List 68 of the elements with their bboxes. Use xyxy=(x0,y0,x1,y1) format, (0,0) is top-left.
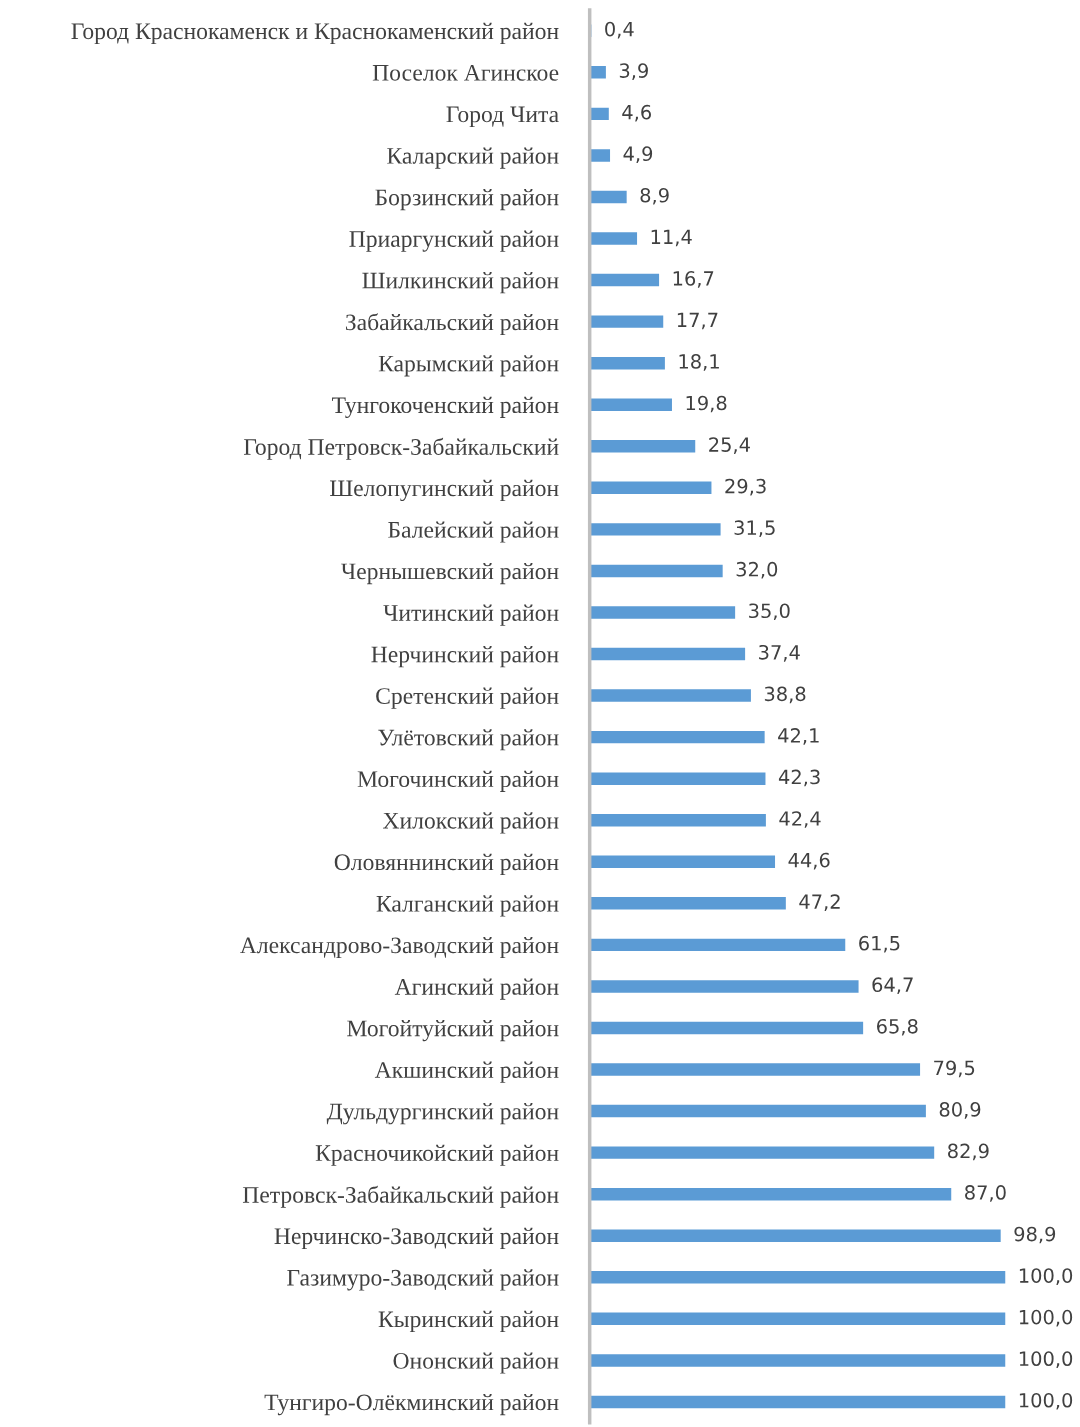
y-tick-label: Акшинский район xyxy=(374,1061,559,1083)
y-tick-label: Могойтуйский район xyxy=(347,1019,559,1042)
data-label: 42,4 xyxy=(779,811,821,828)
y-tick-label: Сретенский район xyxy=(376,687,559,709)
y-tick-label: Кыринский район xyxy=(378,1310,559,1333)
data-label: 19,8 xyxy=(686,395,727,413)
y-tick-label: Борзинский район xyxy=(375,189,559,211)
data-label: 100,0 xyxy=(1019,1392,1073,1410)
data-label: 80,9 xyxy=(939,1102,981,1119)
data-label: 0,4 xyxy=(605,21,634,39)
y-tick-label: Ононский район xyxy=(393,1352,559,1374)
data-label: 11,4 xyxy=(651,229,692,247)
data-label: 31,5 xyxy=(734,520,775,537)
data-label: 29,3 xyxy=(725,478,766,496)
y-tick-label: Нерчинский район xyxy=(371,646,559,668)
y-tick-label: Тунгиро-Олёкминский район xyxy=(264,1393,559,1416)
data-label: 64,7 xyxy=(872,977,913,995)
data-label: 38,8 xyxy=(764,686,806,704)
y-tick-label: Газимуро-Заводский район xyxy=(287,1269,559,1291)
data-label: 65,8 xyxy=(876,1018,918,1036)
y-tick-label: Агинский район xyxy=(394,978,559,1000)
data-label: 17,7 xyxy=(677,312,718,330)
y-tick-label: Калганский район xyxy=(376,895,559,917)
data-label: 18,1 xyxy=(679,354,719,371)
data-label: 61,5 xyxy=(859,935,900,953)
y-tick-label: Читинский район xyxy=(383,604,559,626)
data-label: 47,2 xyxy=(799,894,840,911)
data-label: 42,1 xyxy=(778,728,819,745)
y-tick-label: Улётовский район xyxy=(378,729,559,751)
data-label: 32,0 xyxy=(736,561,778,579)
data-label: 42,3 xyxy=(778,769,820,787)
y-tick-label: Дульдургинский район xyxy=(326,1103,559,1125)
y-tick-label: Могочинский район xyxy=(357,770,559,792)
y-tick-label: Приаргунский район xyxy=(349,230,559,252)
data-label: 35,0 xyxy=(749,603,790,621)
data-label: 4,6 xyxy=(622,104,651,122)
data-label: 4,9 xyxy=(623,146,653,164)
data-label: 3,9 xyxy=(619,63,648,80)
y-tick-label: Чернышевский район xyxy=(341,562,559,585)
data-label: 8,9 xyxy=(640,187,669,205)
y-tick-label: Город Чита xyxy=(446,106,559,128)
y-tick-label: Поселок Агинское xyxy=(372,64,559,81)
data-label: 37,4 xyxy=(759,644,800,662)
y-tick-label: Нерчинско-Заводский район xyxy=(274,1227,559,1249)
data-label: 44,6 xyxy=(788,852,830,870)
data-label: 98,9 xyxy=(1014,1226,1056,1244)
y-tick-label: Карымский район xyxy=(378,355,559,377)
data-label: 100,0 xyxy=(1019,1268,1073,1285)
data-label: 100,0 xyxy=(1019,1309,1073,1327)
y-tick-label: Забайкальский район xyxy=(345,313,559,336)
y-tick-label: Шелопугинский район xyxy=(330,479,559,502)
data-label: 79,5 xyxy=(934,1060,975,1078)
y-tick-label: Каларский район xyxy=(387,147,559,169)
data-label: 82,9 xyxy=(948,1143,989,1161)
y-tick-label: Оловяннинский район xyxy=(334,853,559,875)
y-tick-label: Петровск-Забайкальский район xyxy=(242,1185,559,1208)
y-tick-label: Шилкинский район xyxy=(362,272,559,294)
y-tick-label: Город Петровск-Забайкальский xyxy=(243,437,559,460)
data-label: 87,0 xyxy=(965,1185,1006,1202)
y-tick-label: Город Краснокаменск и Краснокаменский район xyxy=(71,22,559,44)
y-tick-label: Красночикойский район xyxy=(315,1144,559,1166)
y-tick-label: Тунгокоченский район xyxy=(332,396,559,418)
data-label: 100,0 xyxy=(1019,1351,1073,1369)
data-label: 16,7 xyxy=(673,271,714,288)
y-tick-label: Балейский район xyxy=(388,521,559,543)
data-label: 25,4 xyxy=(709,437,750,454)
y-tick-label: Александрово-Заводский район xyxy=(240,936,559,959)
y-tick-label: Хилокский район xyxy=(383,812,559,834)
